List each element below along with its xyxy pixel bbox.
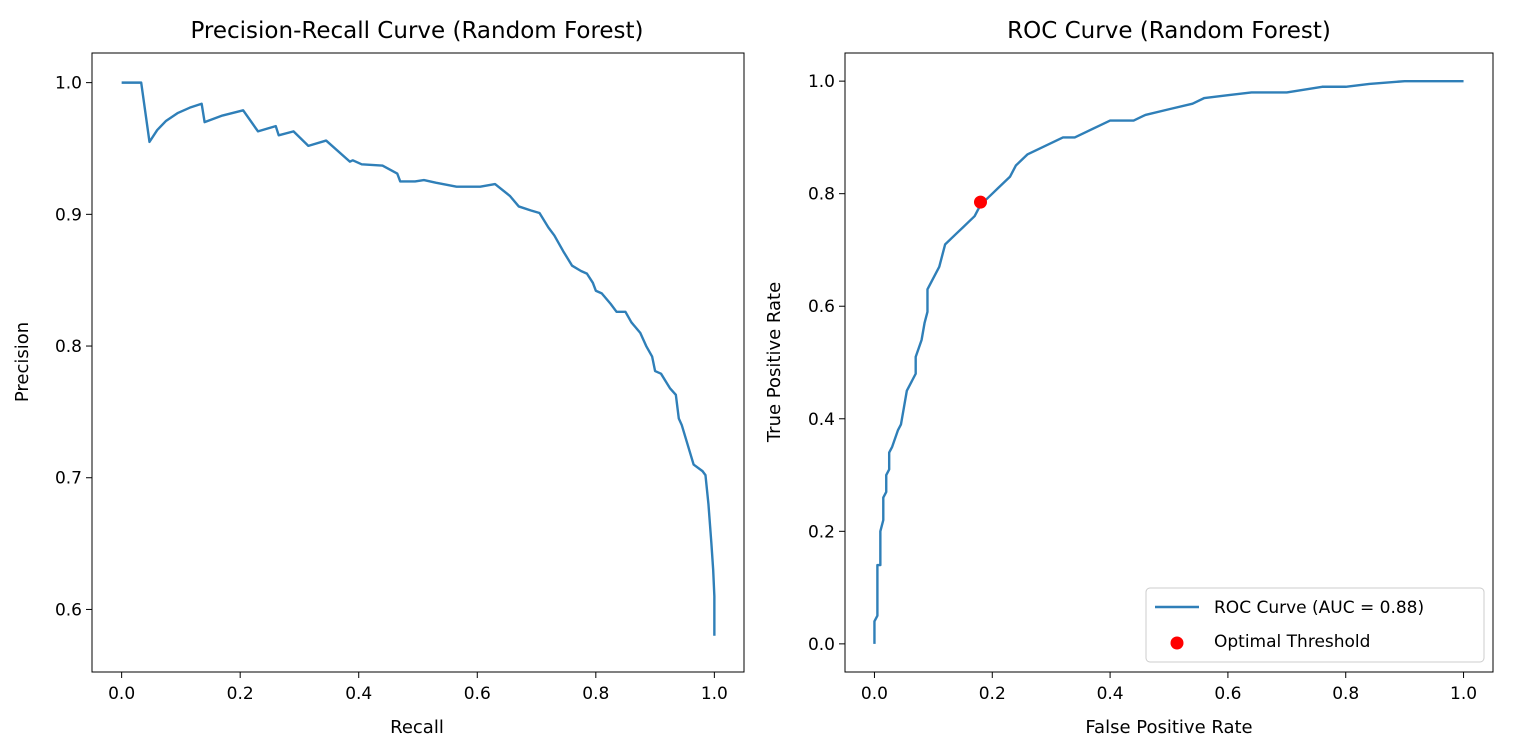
y-axis-label: Precision [12,322,33,402]
x-tick-label: 0.6 [464,684,491,704]
y-tick-label: 0.4 [808,410,835,430]
x-tick-label: 1.0 [701,684,728,704]
x-axis-label: False Positive Rate [1085,717,1252,738]
x-tick-label: 0.2 [227,684,254,704]
x-tick-label: 0.8 [1332,684,1359,704]
x-tick-label: 0.0 [861,684,888,704]
x-tick-label: 0.0 [108,684,135,704]
x-tick-label: 0.2 [979,684,1006,704]
y-tick-label: 0.9 [55,205,82,225]
x-tick-label: 0.4 [1097,684,1124,704]
plot-frame [91,52,745,673]
x-tick-label: 0.6 [1214,684,1241,704]
y-tick-label: 0.0 [808,635,835,655]
y-tick-label: 0.7 [55,469,82,489]
optimal-threshold-point [973,195,987,209]
legend-marker-swatch [1170,636,1184,650]
y-tick-label: 1.0 [808,72,835,92]
legend-label-roc: ROC Curve (AUC = 0.88) [1214,598,1424,618]
roc-chart: ROC Curve (Random Forest) 0.0 0.2 0.4 0.6 0.… [764,18,1494,738]
y-tick-label: 1.0 [55,74,82,94]
y-tick-label: 0.2 [808,522,835,542]
y-axis-label: True Positive Rate [764,282,785,443]
y-tick-label: 0.6 [55,600,82,620]
x-axis-label: Recall [390,717,444,738]
precision-recall-chart: Precision-Recall Curve (Random Forest) 0… [12,18,745,738]
chart-title: ROC Curve (Random Forest) [1007,18,1331,44]
legend-box [1145,587,1485,663]
x-tick-label: 1.0 [1450,684,1477,704]
x-tick-label: 0.8 [582,684,609,704]
legend-label-optimal: Optimal Threshold [1214,632,1370,652]
y-tick-label: 0.6 [808,297,835,317]
roc-curve-line [873,79,1464,644]
legend: ROC Curve (AUC = 0.88) Optimal Threshold [1145,587,1485,663]
y-tick-label: 0.8 [55,337,82,357]
x-tick-label: 0.4 [345,684,372,704]
chart-title: Precision-Recall Curve (Random Forest) [190,18,643,44]
precision-recall-line [121,81,716,636]
plot-frame [844,52,1494,673]
y-tick-label: 0.8 [808,185,835,205]
